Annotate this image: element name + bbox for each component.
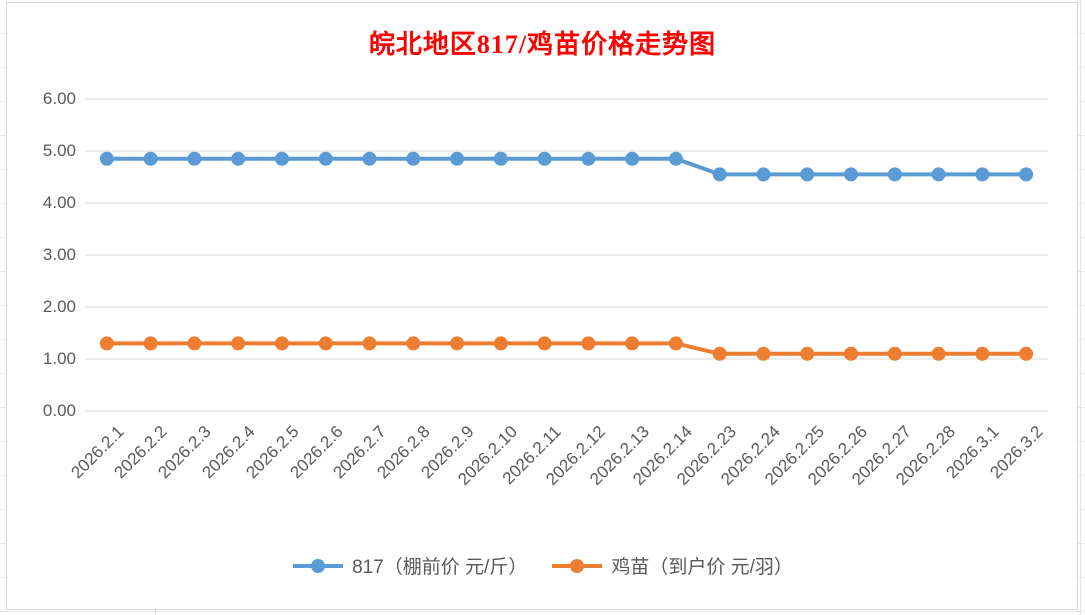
data-point — [406, 151, 421, 166]
data-point — [143, 336, 158, 351]
data-point — [756, 346, 771, 361]
series-line-0 — [106, 156, 1027, 177]
y-tick-label: 2.00 — [42, 297, 76, 316]
data-point — [581, 336, 596, 351]
data-point — [931, 167, 946, 182]
legend-marker-817-icon — [293, 558, 344, 573]
data-point — [975, 167, 990, 182]
data-point — [450, 151, 465, 166]
chart-title: 皖北地区817/鸡苗价格走势图 — [368, 30, 717, 59]
data-point — [362, 151, 377, 166]
data-point — [274, 151, 289, 166]
y-tick-label: 0.00 — [42, 401, 76, 420]
legend-marker-jimiao-icon — [552, 558, 603, 573]
legend-label-jimiao: 鸡苗（到户价 元/羽） — [611, 557, 793, 578]
data-point — [450, 336, 465, 351]
y-tick-label: 5.00 — [42, 141, 76, 160]
data-point — [887, 346, 902, 361]
data-point — [406, 336, 421, 351]
data-point — [800, 346, 815, 361]
data-point — [625, 151, 640, 166]
data-point — [668, 151, 683, 166]
data-point — [537, 336, 552, 351]
data-point — [844, 346, 859, 361]
chart-frame[interactable] — [6, 2, 1078, 610]
sheet-column-gridline — [155, 606, 156, 615]
data-point — [581, 151, 596, 166]
series-line-1 — [106, 341, 1027, 356]
data-point — [625, 336, 640, 351]
data-point — [975, 346, 990, 361]
data-point — [493, 151, 508, 166]
data-point — [493, 336, 508, 351]
legend-item-817: 817（棚前价 元/斤） — [292, 552, 527, 579]
data-point — [231, 151, 246, 166]
legend-item-jimiao: 鸡苗（到户价 元/羽） — [551, 552, 793, 579]
data-point — [318, 151, 333, 166]
data-point — [712, 167, 727, 182]
legend-label-817: 817（棚前价 元/斤） — [352, 557, 528, 578]
data-point — [143, 151, 158, 166]
data-point — [274, 336, 289, 351]
data-point — [844, 167, 859, 182]
sheet-column-gridline — [1080, 0, 1081, 615]
data-point — [99, 151, 114, 166]
data-point — [887, 167, 902, 182]
y-tick-label: 4.00 — [42, 193, 76, 212]
data-point — [187, 151, 202, 166]
data-point — [668, 336, 683, 351]
data-point — [318, 336, 333, 351]
data-point — [187, 336, 202, 351]
data-point — [712, 346, 727, 361]
data-point — [1019, 167, 1034, 182]
data-point — [800, 167, 815, 182]
data-point — [362, 336, 377, 351]
y-tick-label: 6.00 — [42, 89, 76, 108]
data-point — [99, 336, 114, 351]
data-point — [931, 346, 946, 361]
y-tick-label: 1.00 — [42, 349, 76, 368]
y-tick-label: 3.00 — [42, 245, 76, 264]
data-point — [231, 336, 246, 351]
chart-legend: 817（棚前价 元/斤） 鸡苗（到户价 元/羽） — [0, 552, 1085, 579]
data-point — [756, 167, 771, 182]
data-point — [537, 151, 552, 166]
data-point — [1019, 346, 1034, 361]
